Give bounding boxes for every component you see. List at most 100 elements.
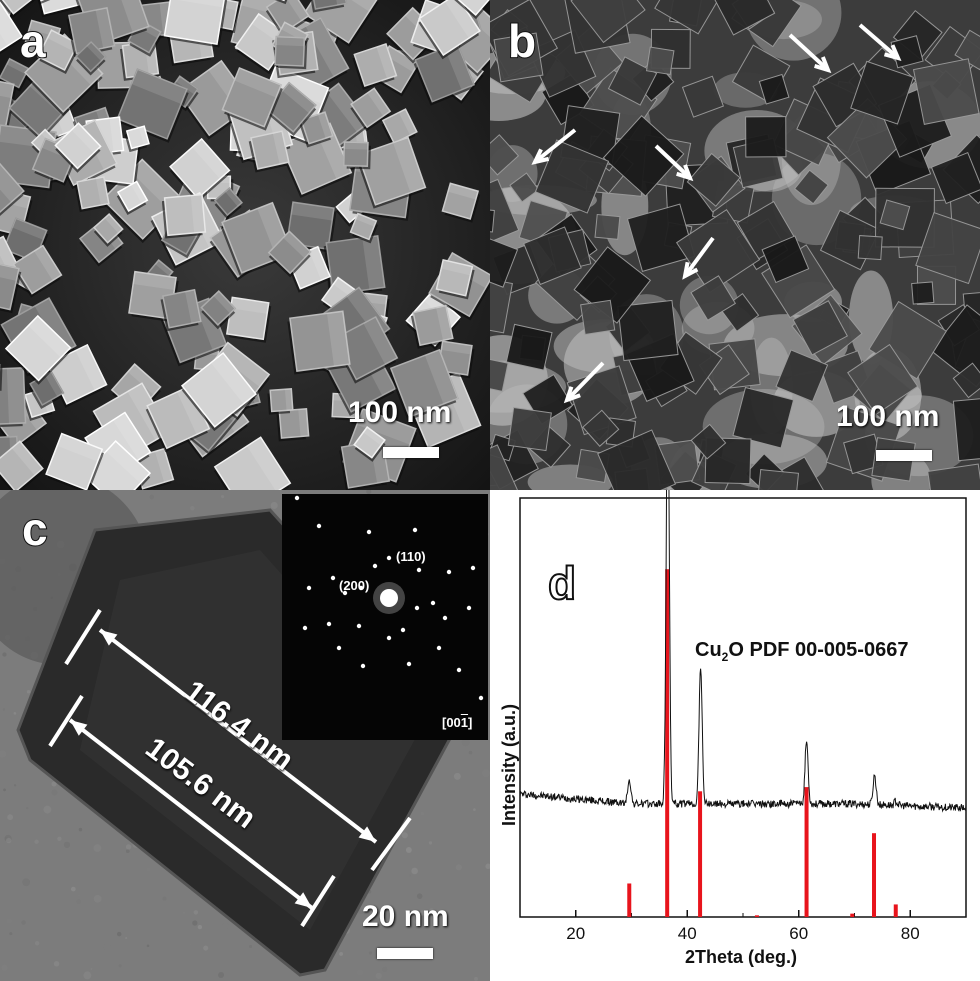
tem-cube — [570, 0, 646, 44]
sem-cube — [0, 440, 44, 490]
sem-cube — [221, 66, 283, 131]
tem-cube — [507, 407, 552, 452]
saed-spot — [430, 600, 436, 606]
sem-cube — [286, 245, 332, 293]
tem-cube — [927, 463, 980, 490]
panel-d-xrd-chart: d Cu2O PDF 00-005-0667 Intensity (a.u.) … — [490, 490, 980, 981]
sem-cube — [29, 370, 65, 410]
tem-cube — [490, 234, 519, 288]
tem-cube — [493, 32, 544, 83]
sem-cube — [356, 136, 427, 209]
sem-cube — [4, 314, 72, 385]
measure-line-long — [98, 628, 378, 844]
arrowhead-icon — [294, 892, 312, 908]
saed-spot — [356, 623, 362, 629]
sem-cube — [200, 290, 237, 330]
sem-cube — [267, 230, 312, 278]
xrd-reference-annotation: Cu2O PDF 00-005-0667 — [695, 639, 909, 664]
tem-cube — [490, 356, 509, 392]
sem-cube — [445, 0, 490, 20]
reference-bar — [850, 913, 855, 917]
tem-cube — [879, 199, 911, 231]
sem-cube — [75, 40, 107, 76]
panel-b-scale-bar — [876, 450, 932, 461]
sem-cube — [66, 6, 116, 58]
sem-cube — [274, 35, 308, 70]
arrowhead-icon — [100, 630, 118, 646]
tem-cube — [952, 362, 980, 399]
saed-spot — [294, 495, 300, 501]
sem-cube — [54, 122, 102, 173]
saed-spot — [412, 527, 418, 533]
arrowhead-icon — [563, 386, 581, 404]
panel-d-letter: d — [547, 557, 577, 609]
sem-cube — [352, 43, 398, 90]
sem-cube — [169, 137, 231, 203]
reference-bar — [665, 569, 670, 917]
panel-c-scale-bar — [377, 948, 433, 959]
measure-tick — [300, 874, 336, 928]
saed-label-110: (110) — [396, 549, 426, 564]
sem-cube — [213, 186, 244, 220]
saed-spot — [416, 567, 422, 573]
tem-cube — [645, 46, 675, 76]
saed-spot — [414, 605, 420, 611]
reference-bar — [804, 787, 809, 917]
arrowhead-icon — [814, 56, 832, 74]
sem-cube — [93, 212, 124, 247]
sem-cube — [350, 87, 392, 132]
saed-spot — [446, 569, 452, 575]
tem-cube — [745, 116, 787, 158]
tem-cube — [847, 343, 919, 416]
sem-cube — [0, 0, 50, 18]
panel-a-scale-bar — [383, 447, 439, 458]
sem-cube — [299, 111, 334, 148]
saed-central-beam — [380, 589, 398, 607]
sem-cube — [0, 258, 22, 314]
reference-bar — [893, 904, 898, 917]
arrowhead-icon — [531, 148, 550, 165]
saed-spot — [400, 627, 406, 633]
panel-a-letter: a — [19, 15, 47, 67]
arrowhead-icon — [70, 720, 88, 736]
measure-tick — [370, 816, 412, 872]
sem-cube — [37, 29, 80, 75]
saed-spot — [406, 661, 412, 667]
panel-a-sem-image: a 100 nm — [0, 0, 490, 490]
sem-cube — [349, 212, 378, 244]
sem-cube — [286, 201, 337, 253]
sem-cube — [160, 288, 202, 332]
tem-cube — [580, 299, 616, 335]
tem-cube — [490, 444, 520, 490]
sem-cube — [410, 304, 454, 349]
tem-cube — [686, 152, 741, 207]
tem-cube — [761, 235, 810, 284]
sem-cube — [0, 0, 24, 72]
tem-cube — [758, 73, 790, 105]
saed-spot — [442, 615, 448, 621]
tem-cube — [509, 172, 540, 203]
arrow-icon — [788, 33, 830, 72]
tem-cube — [915, 211, 980, 285]
saed-spot — [358, 585, 364, 591]
saed-spot — [466, 605, 472, 611]
tem-cube — [490, 208, 495, 233]
saed-spot — [342, 590, 348, 596]
saed-spot — [302, 625, 308, 631]
tem-cube — [597, 429, 677, 490]
xrd-plot — [519, 490, 967, 918]
tem-cube — [775, 349, 829, 403]
tem-cube — [792, 300, 849, 356]
sem-cube — [161, 193, 207, 239]
sem-cube — [213, 436, 292, 490]
sem-cube — [342, 141, 371, 170]
sem-cube — [441, 182, 481, 223]
sem-cube — [225, 296, 272, 343]
arrowhead-icon — [358, 826, 376, 842]
x-tick-label: 20 — [566, 924, 586, 943]
measure-line-short — [68, 718, 314, 910]
sem-cube — [435, 258, 475, 300]
reference-bar — [872, 833, 877, 917]
x-tick-label: 40 — [677, 924, 697, 943]
sem-cube — [180, 351, 257, 432]
